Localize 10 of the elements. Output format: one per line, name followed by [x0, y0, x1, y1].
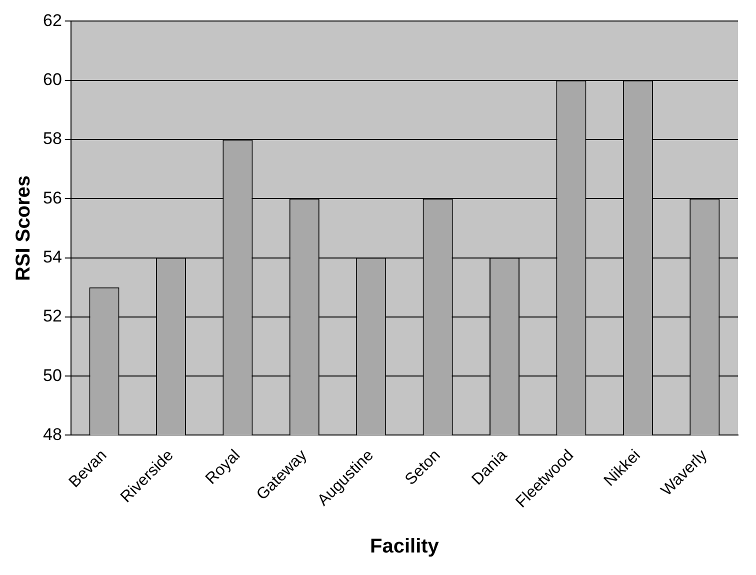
y-tick-label: 58	[42, 129, 62, 148]
y-tick-label: 50	[42, 366, 62, 385]
y-axis-title: RSI Scores	[12, 175, 35, 282]
y-tick-label: 52	[42, 306, 62, 326]
y-tick-label: 56	[42, 188, 62, 208]
y-tick-label: 54	[42, 247, 62, 266]
y-tick-label: 48	[42, 424, 62, 444]
y-tick-label: 60	[42, 70, 62, 90]
x-axis-title: Facility	[370, 536, 440, 558]
y-tick-label: 62	[42, 10, 62, 30]
